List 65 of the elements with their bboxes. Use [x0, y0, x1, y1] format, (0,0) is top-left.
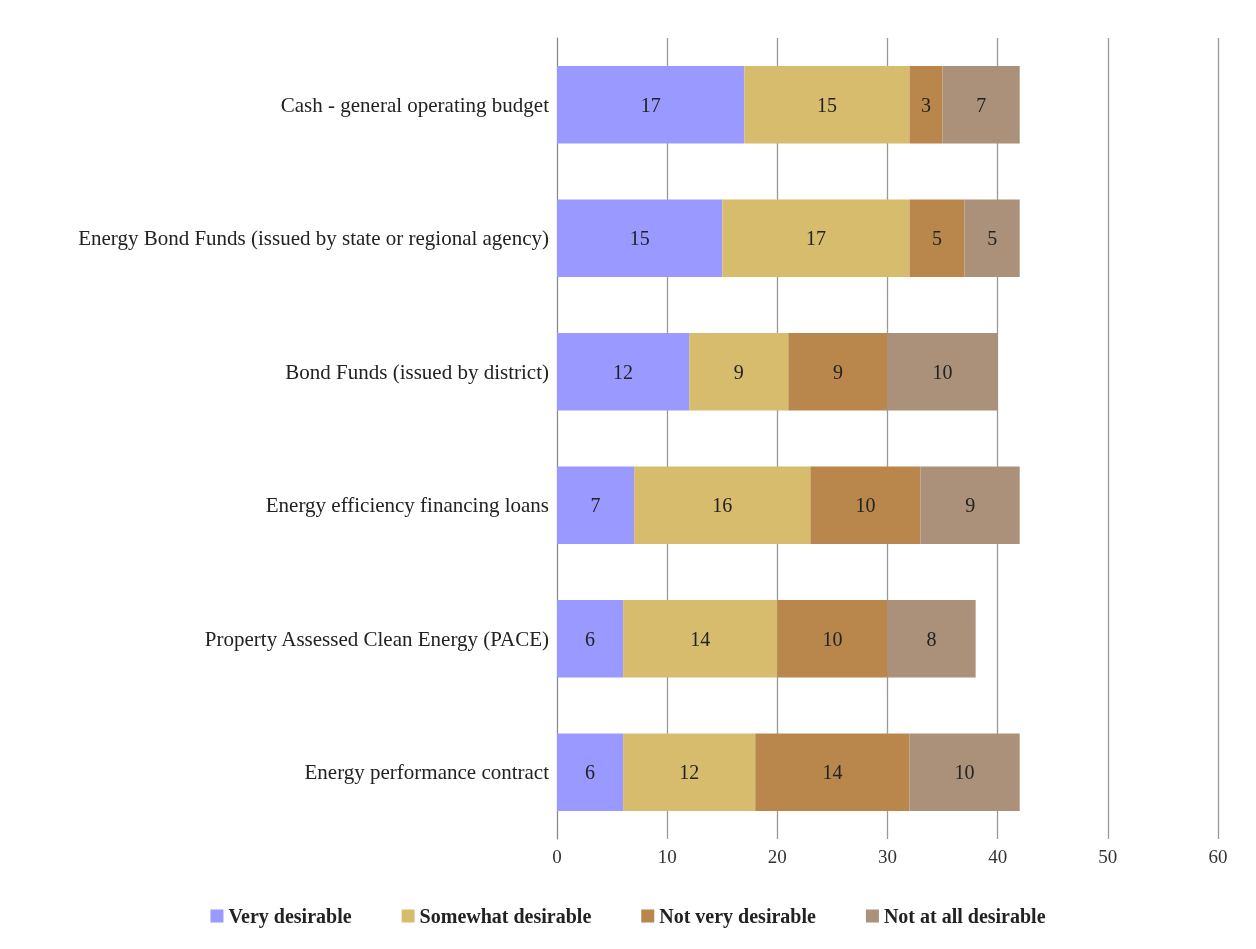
data-label: 9: [965, 494, 976, 517]
bar: [557, 66, 745, 144]
bar: [744, 66, 910, 144]
y-tick-label: Cash - general operating budget: [280, 92, 550, 117]
x-tick-label: 20: [767, 846, 787, 867]
bar: [964, 199, 1020, 277]
bar: [623, 600, 778, 678]
bar: [909, 733, 1020, 811]
legend-label: Very desirable: [228, 905, 352, 928]
y-tick-label: Energy performance contract: [304, 760, 550, 785]
bar: [887, 600, 976, 678]
data-label: 15: [816, 93, 837, 116]
bar: [722, 199, 910, 277]
bar: [810, 466, 921, 544]
data-label: 7: [976, 93, 987, 116]
bar: [634, 466, 811, 544]
bar: [777, 600, 888, 678]
data-label: 9: [832, 360, 843, 383]
legend-label: Somewhat desirable: [419, 905, 592, 927]
x-tick-label: 40: [988, 846, 1008, 867]
data-label: 16: [712, 494, 733, 517]
bar: [557, 733, 624, 811]
data-label: 10: [822, 627, 843, 650]
x-tick-label: 50: [1098, 846, 1118, 867]
data-label: 5: [987, 227, 998, 250]
legend-label: Not very desirable: [659, 905, 817, 928]
bar: [689, 333, 789, 411]
data-label: 3: [921, 93, 932, 116]
legend-label: Not at all desirable: [883, 905, 1046, 927]
data-label: 17: [640, 93, 661, 116]
x-tick-label: 0: [552, 846, 562, 867]
bar: [920, 466, 1020, 544]
y-tick-label: Energy Bond Funds (issued by state or regional agency): [78, 226, 549, 251]
bar: [942, 66, 1020, 144]
data-label: 10: [932, 360, 953, 383]
bar: [557, 199, 723, 277]
bar: [788, 333, 888, 411]
bar: [909, 199, 965, 277]
y-tick-label: Bond Funds (issued by district): [285, 359, 549, 384]
bar: [887, 333, 998, 411]
data-label: 12: [679, 761, 700, 784]
y-tick-label: Property Assessed Clean Energy (PACE): [204, 626, 549, 651]
data-label: 10: [855, 494, 876, 517]
bar: [909, 66, 943, 144]
data-label: 12: [613, 360, 634, 383]
bar: [557, 466, 635, 544]
data-label: 6: [585, 627, 596, 650]
bar: [557, 333, 690, 411]
data-label: 7: [590, 494, 601, 517]
x-tick-label: 60: [1208, 846, 1228, 867]
bar: [557, 600, 624, 678]
data-label: 17: [805, 227, 826, 250]
x-tick-label: 10: [657, 846, 677, 867]
data-label: 6: [585, 761, 596, 784]
data-label: 9: [733, 360, 744, 383]
data-label: 5: [932, 227, 943, 250]
data-label: 15: [629, 227, 650, 250]
x-tick-label: 30: [878, 846, 897, 867]
data-label: 8: [926, 627, 937, 650]
bar: [623, 733, 756, 811]
data-label: 14: [690, 627, 711, 650]
data-label: 10: [954, 761, 975, 784]
bar: [755, 733, 910, 811]
data-label: 14: [822, 761, 843, 784]
y-tick-label: Energy efficiency financing loans: [265, 493, 549, 518]
